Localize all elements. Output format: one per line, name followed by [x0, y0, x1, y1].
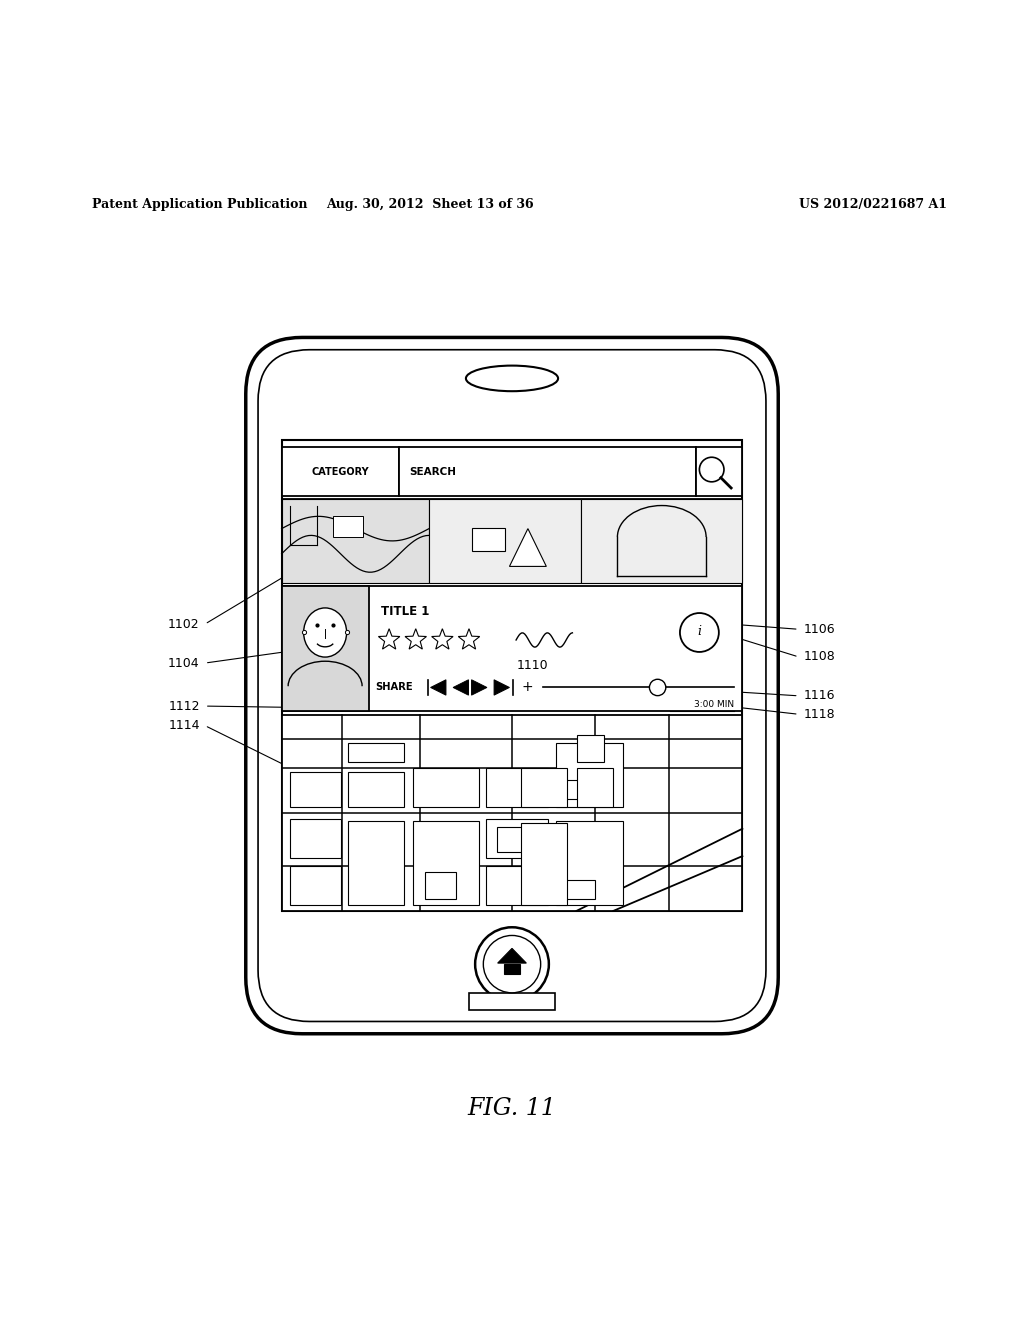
Bar: [556, 821, 623, 906]
Bar: [582, 499, 742, 583]
Bar: [282, 499, 742, 583]
Polygon shape: [406, 628, 426, 649]
Text: FIG. 11: FIG. 11: [468, 1097, 556, 1119]
Circle shape: [699, 457, 724, 482]
Bar: [413, 821, 479, 906]
Text: 1102: 1102: [168, 618, 200, 631]
Text: 1106: 1106: [804, 623, 836, 636]
Text: 1114: 1114: [168, 719, 200, 733]
Bar: [282, 586, 369, 711]
Bar: [469, 993, 555, 1010]
Text: 1118: 1118: [804, 708, 836, 721]
Text: Aug. 30, 2012  Sheet 13 of 36: Aug. 30, 2012 Sheet 13 of 36: [327, 198, 534, 211]
Circle shape: [680, 612, 719, 652]
Bar: [486, 818, 548, 858]
Bar: [290, 818, 341, 858]
Text: TITLE 1: TITLE 1: [381, 605, 429, 618]
Text: 1116: 1116: [804, 689, 836, 702]
Polygon shape: [432, 628, 453, 649]
Bar: [282, 440, 742, 911]
Polygon shape: [431, 680, 446, 696]
Text: SEARCH: SEARCH: [410, 466, 457, 477]
FancyBboxPatch shape: [246, 338, 778, 1034]
Ellipse shape: [466, 366, 558, 391]
Bar: [290, 772, 341, 808]
Text: 1112: 1112: [168, 700, 200, 713]
Text: CATEGORY: CATEGORY: [311, 466, 370, 477]
Bar: [696, 447, 742, 496]
Bar: [577, 768, 613, 808]
Text: 3:00 MIN: 3:00 MIN: [694, 701, 734, 709]
Bar: [486, 768, 548, 808]
Polygon shape: [459, 628, 479, 649]
Bar: [333, 516, 362, 537]
Text: i: i: [697, 624, 701, 638]
Circle shape: [483, 936, 541, 993]
Bar: [556, 743, 623, 808]
Polygon shape: [510, 528, 547, 566]
Bar: [413, 768, 479, 808]
Bar: [429, 499, 582, 583]
Circle shape: [475, 927, 549, 1001]
Polygon shape: [454, 680, 469, 696]
Polygon shape: [498, 948, 526, 964]
Bar: [282, 586, 742, 711]
Polygon shape: [379, 628, 399, 649]
Text: US 2012/0221687 A1: US 2012/0221687 A1: [799, 198, 947, 211]
Bar: [348, 821, 404, 906]
Bar: [348, 772, 404, 808]
Bar: [399, 447, 696, 496]
Bar: [290, 866, 341, 906]
Text: 1108: 1108: [804, 651, 836, 664]
Text: 1104: 1104: [168, 656, 200, 669]
Circle shape: [649, 680, 666, 696]
Bar: [521, 822, 567, 906]
Text: 1110: 1110: [517, 659, 549, 672]
Polygon shape: [472, 680, 487, 696]
Text: Patent Application Publication: Patent Application Publication: [92, 198, 307, 211]
Bar: [282, 447, 399, 496]
Bar: [348, 743, 404, 762]
Bar: [566, 780, 595, 800]
Bar: [521, 768, 567, 808]
Bar: [472, 528, 505, 552]
Bar: [282, 715, 742, 911]
Bar: [577, 735, 604, 762]
FancyBboxPatch shape: [258, 350, 766, 1022]
Bar: [504, 964, 520, 974]
Text: +: +: [521, 681, 534, 694]
Ellipse shape: [303, 609, 346, 657]
Polygon shape: [495, 680, 510, 696]
Bar: [497, 826, 527, 853]
Text: SHARE: SHARE: [375, 682, 413, 693]
Bar: [282, 499, 429, 583]
Bar: [425, 871, 456, 899]
Bar: [486, 866, 548, 906]
Bar: [566, 879, 595, 899]
